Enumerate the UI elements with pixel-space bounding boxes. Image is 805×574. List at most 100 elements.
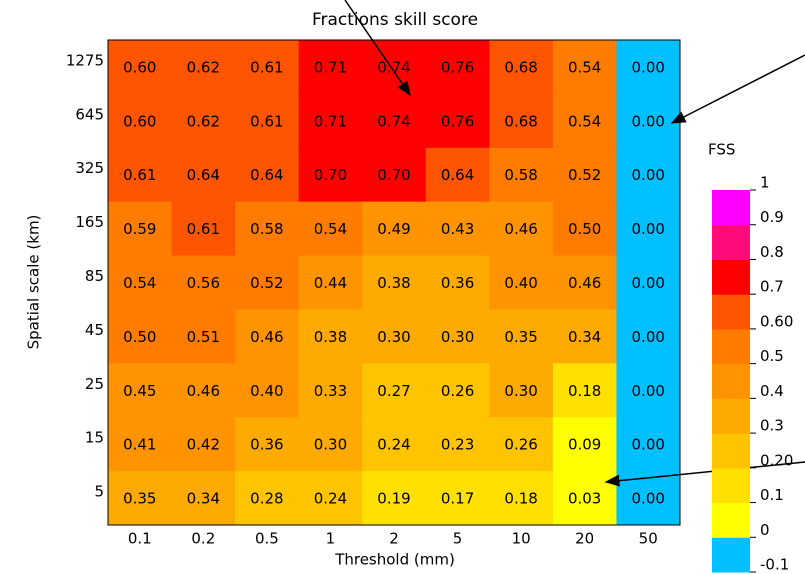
cell-label: 0.70 bbox=[377, 166, 410, 184]
cell bbox=[616, 363, 681, 418]
cell-label: 0.46 bbox=[187, 382, 220, 400]
y-tick-label: 645 bbox=[75, 105, 104, 123]
y-tick-label: 25 bbox=[85, 375, 104, 393]
colorbar-band bbox=[712, 537, 750, 573]
cell-label: 0.61 bbox=[250, 58, 283, 76]
colorbar-label: 0.9 bbox=[760, 208, 784, 226]
cell-label: 0.30 bbox=[377, 328, 410, 346]
cell bbox=[108, 471, 173, 526]
cell bbox=[108, 309, 173, 364]
cell bbox=[235, 471, 300, 526]
cell-label: 0.00 bbox=[632, 436, 665, 454]
cell bbox=[298, 201, 363, 257]
chart-title: Fractions skill score bbox=[312, 10, 478, 30]
cell-label: 0.00 bbox=[632, 112, 665, 130]
cell bbox=[425, 40, 490, 95]
cell-label: 0.76 bbox=[441, 58, 474, 76]
cell bbox=[235, 201, 300, 257]
cell bbox=[552, 93, 617, 149]
cell-label: 0.38 bbox=[377, 274, 410, 292]
cell bbox=[235, 309, 300, 364]
cell-label: 0.00 bbox=[632, 274, 665, 292]
cell bbox=[235, 93, 300, 149]
arrow bbox=[670, 54, 805, 124]
cell bbox=[362, 93, 427, 149]
cell bbox=[171, 309, 236, 364]
cell-label: 0.49 bbox=[377, 220, 410, 238]
x-tick-label: 20 bbox=[575, 530, 594, 548]
cell bbox=[362, 201, 427, 257]
cell-label: 0.40 bbox=[504, 274, 537, 292]
cell bbox=[425, 471, 490, 526]
cell bbox=[298, 309, 363, 364]
cell-label: 0.60 bbox=[123, 112, 156, 130]
cell bbox=[489, 417, 554, 472]
cell-label: 0.27 bbox=[377, 382, 410, 400]
cell bbox=[108, 147, 173, 203]
cell bbox=[616, 40, 681, 95]
cell bbox=[362, 255, 427, 310]
cell-label: 0.44 bbox=[314, 274, 347, 292]
cell-label: 0.00 bbox=[632, 58, 665, 76]
cell-label: 0.00 bbox=[632, 220, 665, 238]
colorbar-label: 0.20 bbox=[760, 451, 793, 469]
cell bbox=[552, 417, 617, 472]
cell-label: 0.23 bbox=[441, 436, 474, 454]
cell bbox=[298, 363, 363, 418]
cell bbox=[489, 363, 554, 418]
cell bbox=[298, 93, 363, 149]
cell-label: 0.64 bbox=[441, 166, 474, 184]
colorbar-title: FSS bbox=[708, 141, 735, 159]
cell-label: 0.30 bbox=[441, 328, 474, 346]
cell bbox=[616, 309, 681, 364]
cell bbox=[425, 201, 490, 257]
colorbar-label: 0 bbox=[760, 521, 770, 539]
colorbar-band bbox=[712, 467, 750, 504]
cell bbox=[616, 417, 681, 472]
cell-label: 0.52 bbox=[250, 274, 283, 292]
cell bbox=[425, 147, 490, 203]
cell bbox=[298, 147, 363, 203]
cell bbox=[235, 147, 300, 203]
cell bbox=[235, 417, 300, 472]
colorbar-label: -0.1 bbox=[760, 556, 789, 574]
cell-label: 0.35 bbox=[123, 490, 156, 508]
cell bbox=[235, 363, 300, 418]
y-tick-label: 165 bbox=[75, 213, 104, 231]
cell-label: 0.60 bbox=[123, 58, 156, 76]
cell-label: 0.64 bbox=[250, 166, 283, 184]
cell-label: 0.54 bbox=[568, 112, 601, 130]
cell bbox=[362, 471, 427, 526]
cell bbox=[108, 255, 173, 310]
cell bbox=[425, 417, 490, 472]
cell bbox=[489, 309, 554, 364]
cell-label: 0.03 bbox=[568, 490, 601, 508]
cell bbox=[489, 255, 554, 310]
cell-label: 0.30 bbox=[504, 382, 537, 400]
cell bbox=[298, 40, 363, 95]
cell bbox=[298, 417, 363, 472]
cell bbox=[362, 147, 427, 203]
cell bbox=[552, 147, 617, 203]
cell bbox=[171, 93, 236, 149]
cell bbox=[235, 255, 300, 310]
x-tick-label: 0.2 bbox=[191, 530, 215, 548]
cell-label: 0.54 bbox=[123, 274, 156, 292]
cell-label: 0.34 bbox=[187, 490, 220, 508]
cells bbox=[108, 40, 681, 526]
cell-label: 0.38 bbox=[314, 328, 347, 346]
cell bbox=[235, 40, 300, 95]
plot-frame bbox=[107, 39, 681, 526]
colorbar-label: 1 bbox=[760, 174, 770, 192]
cell-label: 0.68 bbox=[504, 58, 537, 76]
cell-label: 0.71 bbox=[314, 112, 347, 130]
colorbar-band bbox=[712, 433, 750, 469]
cell bbox=[616, 93, 681, 149]
cell bbox=[171, 201, 236, 257]
x-tick-label: 2 bbox=[389, 530, 399, 548]
cell bbox=[552, 309, 617, 364]
cell bbox=[108, 40, 173, 95]
cell-label: 0.18 bbox=[568, 382, 601, 400]
cell-label: 0.00 bbox=[632, 328, 665, 346]
